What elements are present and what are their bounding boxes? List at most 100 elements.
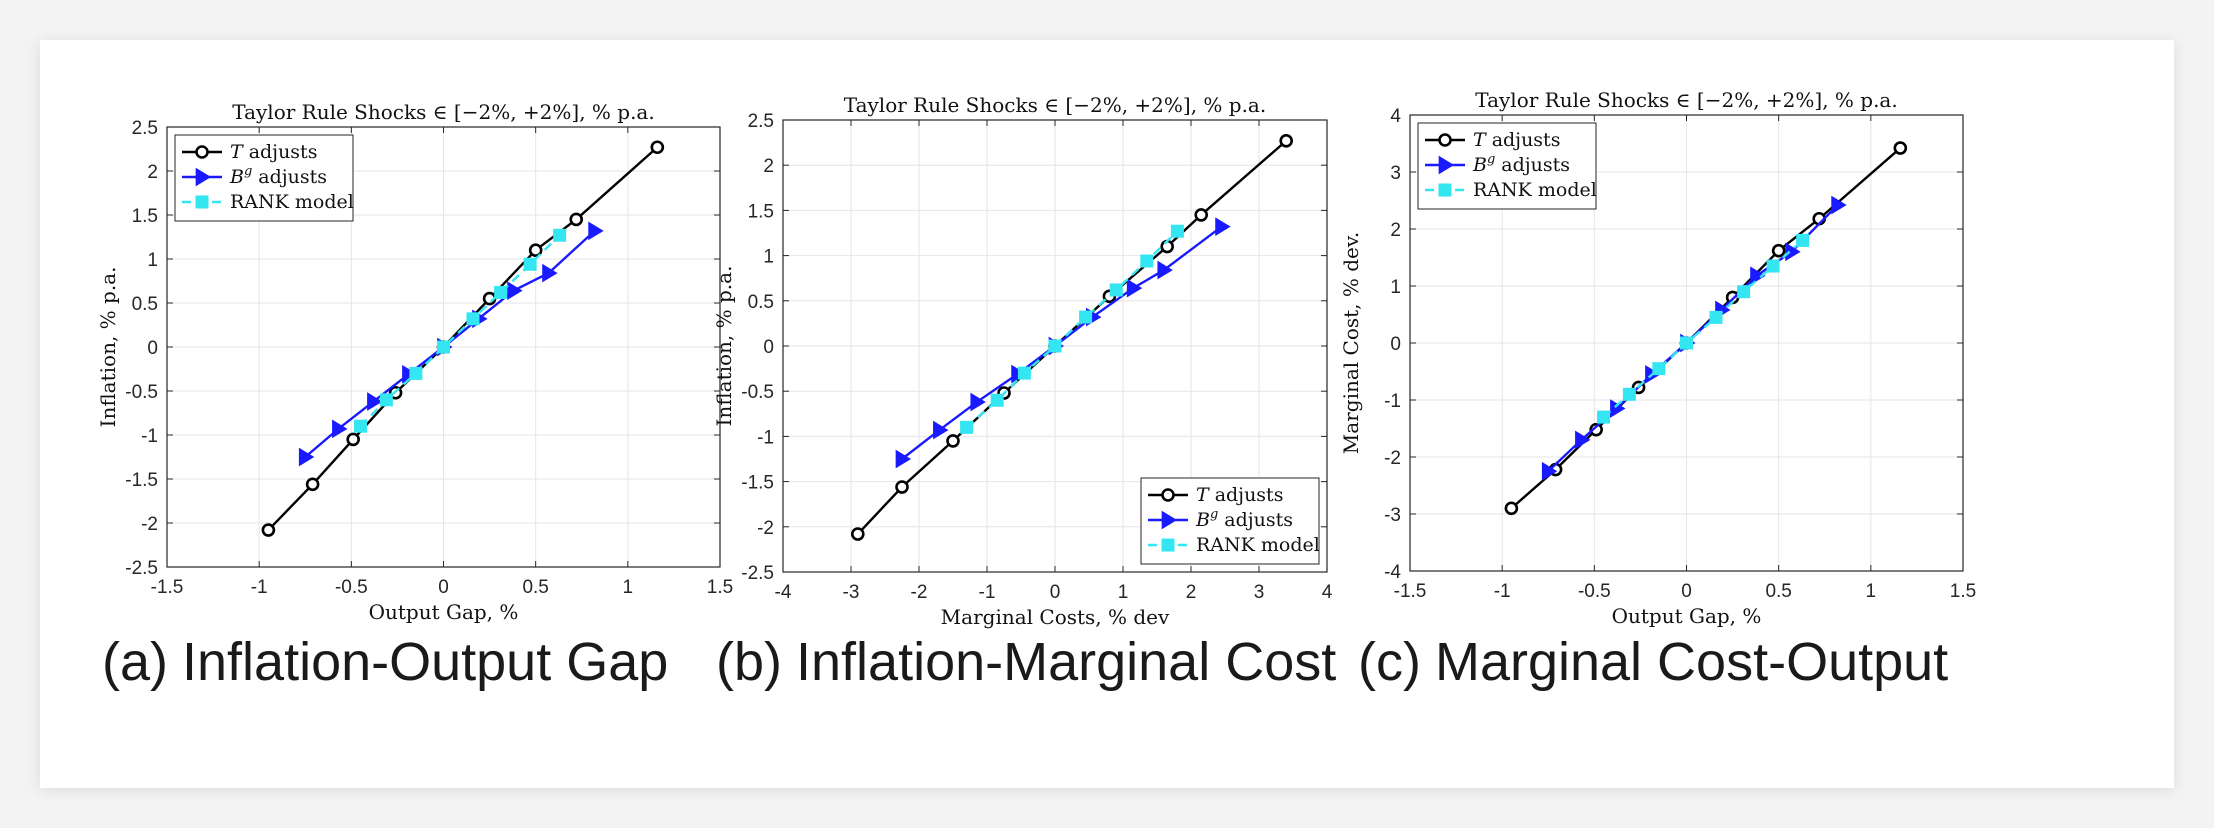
legend-symbol-T: T — [1196, 484, 1210, 506]
data-point — [195, 195, 209, 209]
x-axis-label: Output Gap, % — [369, 600, 519, 624]
x-tick-label: 0 — [1050, 582, 1061, 603]
chart-panel-3: -1.5 -1 -0.5 0 0.5 1 1.5 -4 -3 -2 -1 0 1 2 3 4 Taylor Ru… — [1339, 88, 1976, 628]
y-tick-label: 2.5 — [748, 111, 774, 132]
data-point — [1622, 387, 1636, 401]
data-point — [1785, 242, 1801, 262]
data-point — [569, 212, 584, 227]
legend-entry: Bg adjusts — [1472, 152, 1570, 176]
x-tick-label: 0.5 — [522, 577, 548, 598]
data-point — [528, 243, 543, 257]
data-point — [332, 419, 348, 439]
legend-label-text: adjusts — [1224, 509, 1293, 531]
data-point — [1438, 133, 1452, 147]
y-tick-label: 1.5 — [132, 206, 158, 227]
series-square — [960, 224, 1184, 434]
axes-box — [1409, 114, 1964, 572]
data-point — [1771, 243, 1786, 258]
data-point — [1161, 538, 1175, 552]
x-tick-label: -1 — [1494, 581, 1511, 602]
x-tick-label: 1 — [1118, 582, 1129, 603]
x-tick-label: -2 — [911, 582, 928, 603]
data-point — [305, 477, 320, 492]
y-tick-label: -1.5 — [125, 470, 158, 491]
x-tick-label: 1.5 — [1950, 581, 1976, 602]
data-point — [494, 285, 508, 299]
y-tick-label: -1 — [757, 427, 774, 448]
legend-symbol-T: T — [230, 141, 244, 163]
data-point — [1215, 217, 1231, 237]
y-tick-label: -0.5 — [741, 382, 774, 403]
data-point — [367, 392, 383, 411]
x-tick-label: -1.5 — [1394, 581, 1427, 602]
y-tick-label: -2 — [141, 514, 158, 535]
data-point — [1438, 155, 1455, 175]
legend-symbol-B: B — [229, 166, 244, 188]
data-point — [650, 140, 665, 155]
y-tick-label: 1 — [1390, 277, 1401, 298]
x-tick-label: -1 — [251, 577, 268, 598]
y-tick-label: -0.5 — [125, 382, 158, 403]
y-tick-label: -1.5 — [741, 473, 774, 494]
y-tick-label: 2.5 — [132, 118, 158, 139]
data-point — [1279, 133, 1293, 148]
legend-entry: RANK model — [1196, 534, 1320, 556]
y-tick-label: 0.5 — [132, 294, 158, 315]
data-point — [409, 366, 423, 380]
data-point — [946, 434, 960, 448]
legend-symbol-B: B — [1195, 509, 1210, 531]
legend-label-text: adjusts — [258, 166, 327, 188]
y-tick-label: 3 — [1390, 163, 1401, 184]
data-point — [1737, 285, 1751, 299]
data-point — [1157, 260, 1173, 280]
x-tick-label: -1.5 — [151, 577, 184, 598]
legend-label-text: adjusts — [1215, 484, 1284, 506]
x-tick-label: 0 — [1681, 581, 1692, 602]
y-tick-label: -1 — [1384, 391, 1401, 412]
y-tick-label: -2.5 — [741, 563, 774, 584]
chart-panel-1: -1.5 -1 -0.5 0 0.5 1 1.5 -2.5 -2 -1.5 -1 -0.5 0 0.5 1 1… — [96, 100, 733, 624]
data-point — [1709, 310, 1723, 324]
subfigure-caption: (b) Inflation-Marginal Cost — [716, 632, 1336, 692]
data-point — [298, 447, 315, 467]
y-tick-label: 1.5 — [748, 201, 774, 222]
data-point — [523, 257, 537, 271]
series-square — [354, 228, 567, 433]
data-point — [1750, 266, 1766, 286]
y-axis-label: Inflation, % p.a. — [96, 267, 120, 428]
x-axis-label: Marginal Costs, % dev — [941, 605, 1170, 629]
caption-id: (c) — [1358, 632, 1421, 692]
y-tick-label: -2 — [757, 518, 774, 539]
legend-symbol-T: T — [1473, 129, 1487, 151]
subfigure-caption: (a) Inflation-Output Gap — [102, 632, 668, 692]
caption-id: (a) — [102, 632, 168, 692]
data-point — [1438, 183, 1452, 197]
data-point — [1126, 278, 1143, 298]
y-tick-label: -1 — [141, 426, 158, 447]
y-tick-label: -2 — [1384, 448, 1401, 469]
y-tick-label: 1 — [147, 250, 158, 271]
x-tick-label: -0.5 — [335, 577, 368, 598]
data-point — [1161, 510, 1178, 530]
data-point — [195, 167, 212, 187]
y-tick-label: 0 — [1390, 334, 1401, 355]
legend-label-text: adjusts — [1492, 129, 1561, 151]
data-point — [1575, 430, 1591, 450]
subfigure-caption: (c) Marginal Cost-Output — [1358, 632, 1948, 692]
y-tick-label: 2 — [763, 156, 774, 177]
caption-id: (b) — [716, 632, 782, 692]
legend-superscript-g: g — [244, 164, 252, 179]
y-tick-label: -3 — [1384, 505, 1401, 526]
caption-text: Inflation-Output Gap — [182, 632, 668, 692]
figure-canvas: -1.5 -1 -0.5 0 0.5 1 1.5 -2.5 -2 -1.5 -1 -0.5 0 0.5 1 1… — [96, 88, 1976, 692]
legend-label-text: adjusts — [249, 141, 318, 163]
chart-title: Taylor Rule Shocks ∈ [−2%, +2%], % p.a. — [232, 100, 654, 124]
data-point — [1170, 224, 1184, 238]
data-point — [1140, 254, 1154, 268]
x-tick-label: 4 — [1322, 582, 1333, 603]
